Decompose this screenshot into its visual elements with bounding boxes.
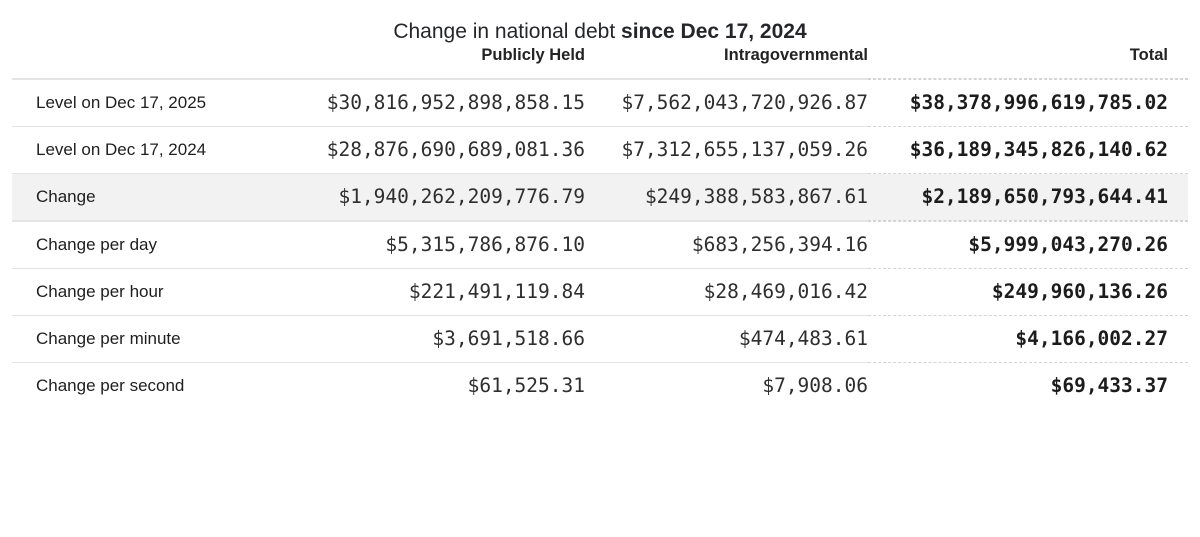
row-label: Change per day <box>12 221 272 269</box>
cell-publicly-held: $61,525.31 <box>272 362 585 409</box>
cell-publicly-held: $1,940,262,209,776.79 <box>272 173 585 221</box>
cell-publicly-held: $3,691,518.66 <box>272 315 585 363</box>
cell-publicly-held: $221,491,119.84 <box>272 268 585 316</box>
cell-intragovernmental: $7,908.06 <box>585 362 868 409</box>
cell-publicly-held: $5,315,786,876.10 <box>272 221 585 269</box>
debt-table-header: Publicly Held Intragovernmental Total <box>12 45 1188 79</box>
column-header-total: Total <box>868 45 1188 79</box>
debt-rates-table: Change per day $5,315,786,876.10 $683,25… <box>12 221 1188 409</box>
table-row-change: Change $1,940,262,209,776.79 $249,388,58… <box>12 173 1188 221</box>
row-label: Level on Dec 17, 2025 <box>12 79 272 127</box>
cell-intragovernmental: $474,483.61 <box>585 315 868 363</box>
cell-intragovernmental: $7,312,655,137,059.26 <box>585 126 868 174</box>
page-title-normal: Change in national debt <box>393 20 622 43</box>
table-row-change-per-hour: Change per hour $221,491,119.84 $28,469,… <box>12 268 1188 316</box>
cell-publicly-held: $28,876,690,689,081.36 <box>272 126 585 174</box>
debt-levels-table: Level on Dec 17, 2025 $30,816,952,898,85… <box>12 79 1188 221</box>
cell-total: $4,166,002.27 <box>868 315 1188 363</box>
page-title: Change in national debt since Dec 17, 20… <box>0 0 1200 45</box>
cell-total: $36,189,345,826,140.62 <box>868 126 1188 174</box>
cell-total: $2,189,650,793,644.41 <box>868 173 1188 221</box>
header-row: Publicly Held Intragovernmental Total <box>12 45 1188 79</box>
column-header-intragovernmental: Intragovernmental <box>585 45 868 79</box>
cell-publicly-held: $30,816,952,898,858.15 <box>272 79 585 127</box>
column-header-publicly-held: Publicly Held <box>272 45 585 79</box>
page-title-bold: since Dec 17, 2024 <box>621 20 807 43</box>
cell-total: $5,999,043,270.26 <box>868 221 1188 269</box>
cell-intragovernmental: $7,562,043,720,926.87 <box>585 79 868 127</box>
table-row-level-2024: Level on Dec 17, 2024 $28,876,690,689,08… <box>12 126 1188 174</box>
row-label: Change per minute <box>12 315 272 363</box>
row-label: Change per second <box>12 362 272 409</box>
table-row-change-per-minute: Change per minute $3,691,518.66 $474,483… <box>12 315 1188 363</box>
row-label: Change <box>12 173 272 221</box>
cell-total: $249,960,136.26 <box>868 268 1188 316</box>
cell-intragovernmental: $683,256,394.16 <box>585 221 868 269</box>
cell-intragovernmental: $249,388,583,867.61 <box>585 173 868 221</box>
table-row-change-per-second: Change per second $61,525.31 $7,908.06 $… <box>12 362 1188 409</box>
cell-total: $38,378,996,619,785.02 <box>868 79 1188 127</box>
cell-intragovernmental: $28,469,016.42 <box>585 268 868 316</box>
table-row-change-per-day: Change per day $5,315,786,876.10 $683,25… <box>12 221 1188 269</box>
row-label: Level on Dec 17, 2024 <box>12 126 272 174</box>
cell-total: $69,433.37 <box>868 362 1188 409</box>
row-label: Change per hour <box>12 268 272 316</box>
column-header-blank <box>12 45 272 79</box>
table-row-level-2025: Level on Dec 17, 2025 $30,816,952,898,85… <box>12 79 1188 127</box>
